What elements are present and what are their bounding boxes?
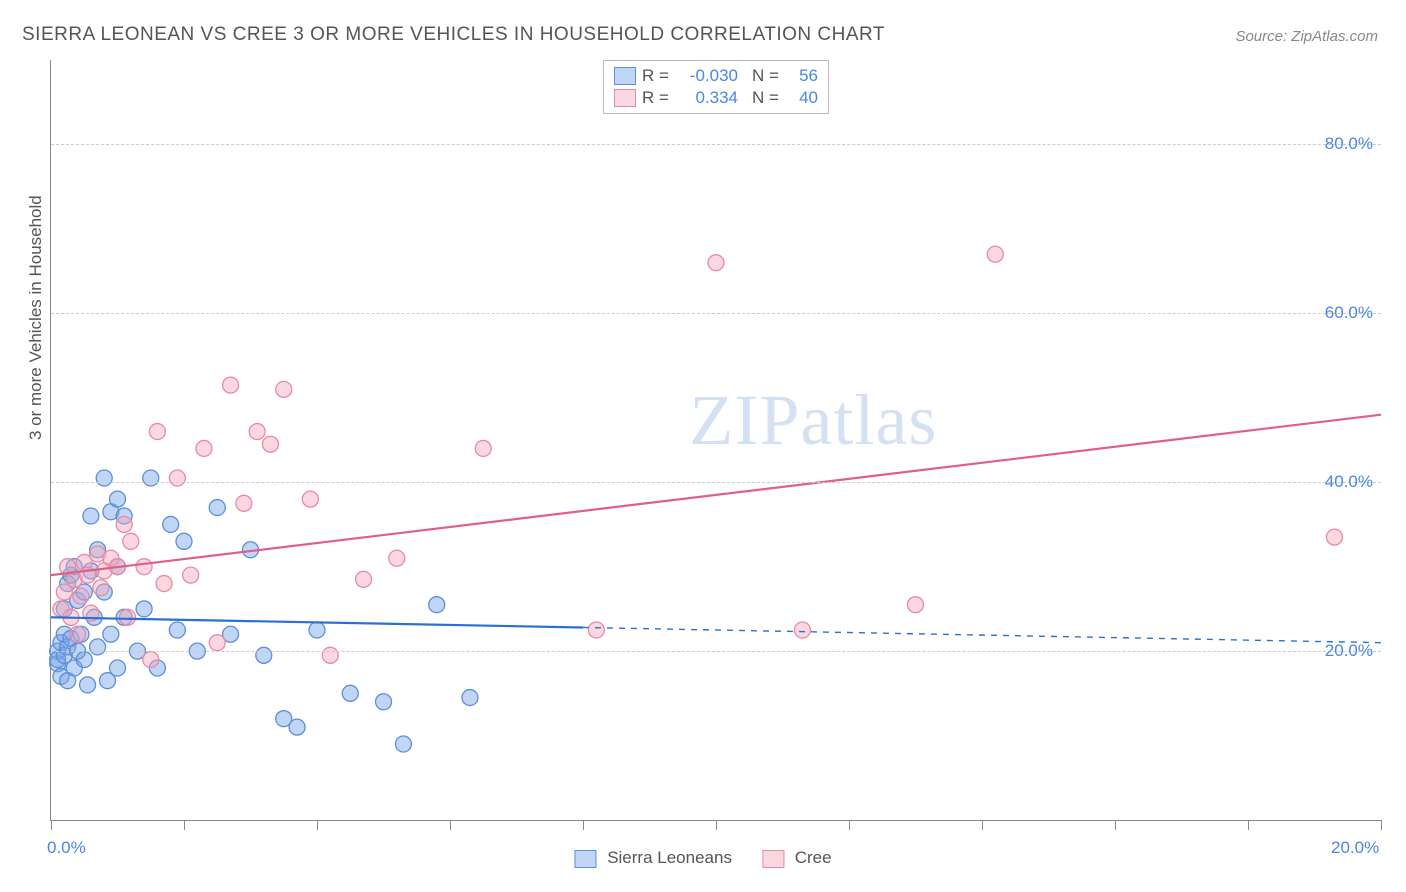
r-label: R = <box>642 65 672 87</box>
plot-area: ZIPatlas R = -0.030 N = 56 R = 0.334 N =… <box>50 60 1381 821</box>
x-tick <box>716 820 717 830</box>
x-tick <box>849 820 850 830</box>
legend-stats: R = -0.030 N = 56 R = 0.334 N = 40 <box>603 60 829 114</box>
x-tick-label: 20.0% <box>1331 838 1379 858</box>
r-value-pink: 0.334 <box>678 87 738 109</box>
r-label: R = <box>642 87 672 109</box>
n-label: N = <box>752 87 782 109</box>
legend-swatch-blue <box>574 850 596 868</box>
x-tick <box>317 820 318 830</box>
x-tick <box>450 820 451 830</box>
gridline <box>51 482 1381 483</box>
legend-swatch-pink <box>614 89 636 107</box>
y-tick-label: 60.0% <box>1325 303 1373 323</box>
scatter-svg <box>51 60 1381 820</box>
x-tick <box>583 820 584 830</box>
legend-item-blue: Sierra Leoneans <box>574 848 732 868</box>
legend-label-blue: Sierra Leoneans <box>607 848 732 867</box>
x-tick <box>1248 820 1249 830</box>
legend-swatch-pink <box>762 850 784 868</box>
y-axis-label: 3 or more Vehicles in Household <box>26 195 46 440</box>
y-tick-label: 40.0% <box>1325 472 1373 492</box>
legend-item-pink: Cree <box>762 848 832 868</box>
chart-title: SIERRA LEONEAN VS CREE 3 OR MORE VEHICLE… <box>22 24 885 46</box>
gridline <box>51 313 1381 314</box>
legend-swatch-blue <box>614 67 636 85</box>
r-value-blue: -0.030 <box>678 65 738 87</box>
y-tick-label: 20.0% <box>1325 641 1373 661</box>
x-tick-label: 0.0% <box>47 838 86 858</box>
y-tick-label: 80.0% <box>1325 134 1373 154</box>
x-tick <box>1381 820 1382 830</box>
x-tick <box>1115 820 1116 830</box>
x-tick <box>184 820 185 830</box>
n-label: N = <box>752 65 782 87</box>
x-tick <box>51 820 52 830</box>
x-tick <box>982 820 983 830</box>
legend-label-pink: Cree <box>795 848 832 867</box>
n-value-pink: 40 <box>788 87 818 109</box>
gridline <box>51 651 1381 652</box>
legend-series: Sierra Leoneans Cree <box>574 848 831 868</box>
gridline <box>51 144 1381 145</box>
source-label: Source: ZipAtlas.com <box>1235 28 1378 45</box>
n-value-blue: 56 <box>788 65 818 87</box>
